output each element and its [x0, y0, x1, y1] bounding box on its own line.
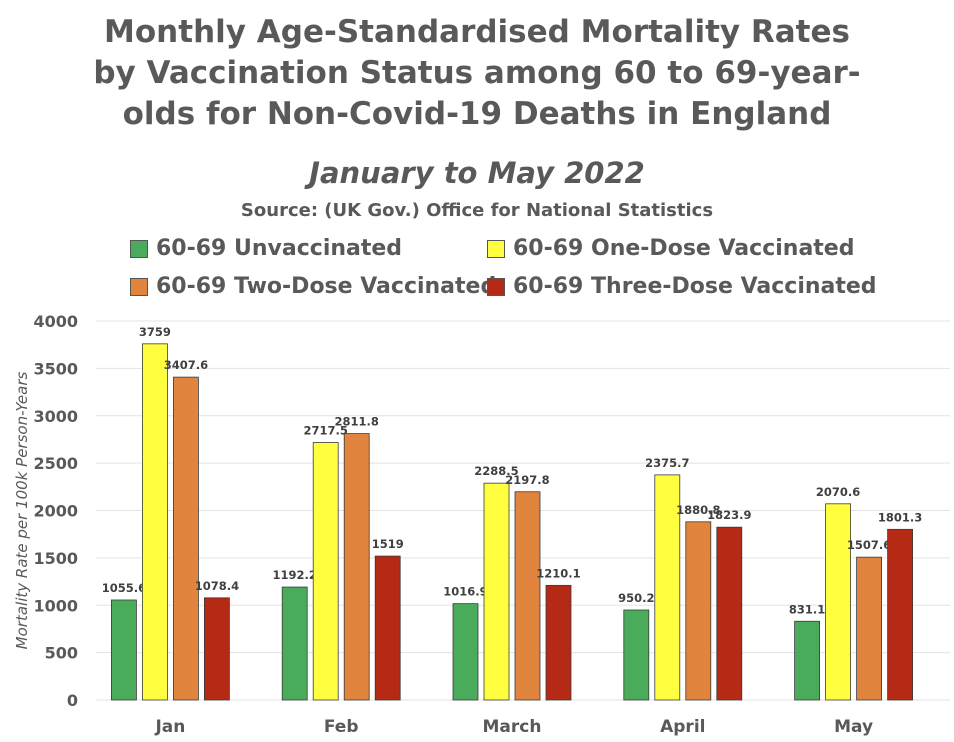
bar: [203, 597, 230, 701]
data-label: 2197.8: [505, 473, 549, 487]
y-tick-label: 0: [67, 691, 78, 710]
bar: [545, 584, 572, 701]
bar: [483, 482, 510, 701]
data-label: 1801.3: [878, 510, 922, 524]
data-label: 1519: [372, 537, 404, 551]
x-tick-label: March: [483, 717, 542, 737]
legend-item-unvaccinated: 60-69 Unvaccinated: [130, 236, 402, 261]
bar: [685, 521, 712, 701]
data-label: 1507.6: [847, 538, 891, 552]
data-label: 950.2: [618, 591, 654, 605]
y-tick-label: 3000: [33, 407, 78, 426]
legend-label: 60-69 Two-Dose Vaccinated: [156, 274, 497, 299]
y-tick-label: 2000: [33, 502, 78, 521]
x-tick-label: April: [660, 717, 705, 737]
chart-title: Monthly Age-Standardised Mortality Rates…: [93, 14, 861, 132]
bar: [825, 503, 851, 701]
legend-label: 60-69 Unvaccinated: [156, 236, 403, 261]
x-tick-label: Feb: [324, 717, 359, 737]
data-label: 831.1: [789, 602, 825, 616]
bar: [281, 586, 308, 701]
bar: [312, 442, 339, 701]
y-tick-label: 500: [45, 644, 78, 663]
x-tick-label: May: [834, 717, 873, 737]
bar: [374, 555, 401, 701]
legend-item-one-dose: 60-69 One-Dose Vaccinated: [487, 236, 854, 261]
legend-item-three-dose: 60-69 Three-Dose Vaccinated: [487, 274, 877, 299]
data-label: 1192.2: [273, 568, 317, 582]
data-label: 1078.4: [195, 579, 239, 593]
x-tick-label: Jan: [154, 717, 185, 737]
legend-swatch: [487, 239, 505, 258]
y-tick-label: 2500: [33, 454, 78, 473]
bar: [514, 491, 541, 701]
bar: [141, 343, 168, 701]
bar: [887, 528, 913, 701]
y-tick-label: 4000: [33, 312, 78, 331]
legend-label: 60-69 One-Dose Vaccinated: [513, 236, 855, 261]
data-label: 3407.6: [164, 358, 208, 372]
data-label: 2717.5: [304, 424, 348, 438]
data-label: 3759: [139, 325, 171, 339]
y-tick-label: 1000: [33, 596, 78, 615]
data-label: 2288.5: [474, 464, 518, 478]
data-label: 1055.6: [102, 581, 146, 595]
data-label: 2375.7: [645, 456, 689, 470]
legend-swatch: [487, 277, 505, 296]
bar: [623, 609, 650, 701]
data-label: 1210.1: [536, 566, 580, 580]
chart-source: Source: (UK Gov.) Office for National St…: [240, 200, 714, 221]
legend-swatch: [130, 277, 148, 296]
data-label: 1880.8: [676, 503, 720, 517]
bar: [111, 599, 137, 701]
data-label: 2811.8: [335, 415, 379, 429]
legend-item-two-dose: 60-69 Two-Dose Vaccinated: [130, 274, 496, 299]
y-axis-label: Mortality Rate per 100k Person-Years: [13, 371, 31, 649]
data-label: 2070.6: [816, 485, 860, 499]
bar: [716, 526, 743, 701]
chart-subtitle: January to May 2022: [309, 156, 645, 190]
bar: [654, 474, 681, 701]
legend-swatch: [130, 239, 148, 258]
bar: [452, 603, 479, 701]
bar: [172, 376, 199, 701]
legend-label: 60-69 Three-Dose Vaccinated: [513, 274, 877, 299]
bar: [343, 433, 370, 701]
bar: [794, 620, 820, 701]
y-tick-label: 1500: [33, 549, 78, 568]
data-label: 1823.9: [707, 508, 751, 522]
y-tick-label: 3500: [33, 359, 78, 378]
data-label: 1016.9: [443, 585, 487, 599]
bar: [856, 556, 882, 701]
